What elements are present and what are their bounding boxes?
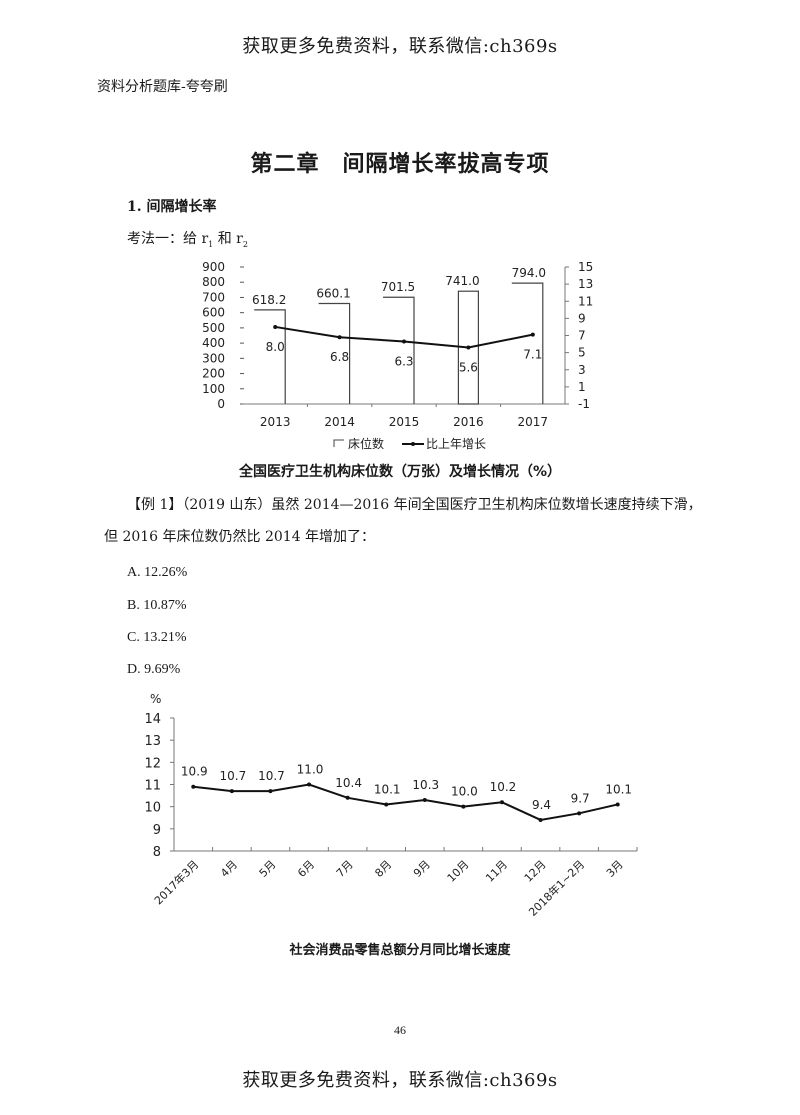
right-axis-tick: 3 [578,363,586,377]
right-axis-tick: 1 [578,380,586,394]
point-value-label: 10.9 [181,765,208,779]
left-axis-tick: 300 [202,351,225,365]
method-mid: 和 r [213,231,243,247]
x-axis-tick: 8月 [372,858,394,880]
point-value-label: 10.7 [220,769,247,783]
line-value-label: 6.3 [394,354,413,368]
left-axis-tick: 600 [202,306,225,320]
right-axis-tick: 7 [578,329,586,343]
y-axis-tick: 8 [153,845,161,860]
legend-line-label: 比上年增长 [426,437,486,451]
chart1-caption: 全国医疗卫生机构床位数（万张）及增长情况（%） [238,464,562,480]
bar-value-label: 741.0 [445,274,479,288]
left-axis-tick: 700 [202,290,225,304]
x-axis-tick: 12月 [522,858,549,885]
point-value-label: 10.1 [374,782,401,796]
left-axis-tick: 800 [202,275,225,289]
point-value-label: 9.7 [571,791,590,805]
right-axis-tick: 11 [578,294,593,308]
line-value-label: 6.8 [330,350,349,364]
line-value-label: 8.0 [266,340,285,354]
bar [254,309,286,404]
x-axis-tick: 6月 [295,858,317,880]
y-axis-tick: 9 [153,823,161,838]
left-axis-tick: 900 [202,260,225,274]
growth-line [193,783,618,822]
legend-bar-label: 床位数 [348,436,384,451]
point-value-label: 10.2 [490,780,517,794]
header-note: 资料分析题库-夸夸刷 [97,79,228,95]
right-axis-tick: 5 [578,346,586,360]
watermark-bottom: 获取更多免费资料，联系微信:ch369s [242,1070,558,1091]
x-axis-tick: 7月 [334,858,356,880]
point-value-label: 10.3 [412,778,439,792]
point-value-label: 9.4 [532,798,551,812]
x-axis-tick: 4月 [218,858,240,880]
bar-value-label: 618.2 [252,293,286,307]
x-axis-tick: 2015 [389,415,420,429]
x-axis-tick: 2013 [260,415,291,429]
legend-bar-icon [333,439,344,447]
bar [383,296,415,404]
point-value-label: 10.0 [451,785,478,799]
page-number: 46 [394,1023,406,1037]
question-line-1: 【例 1】（2019 山东）虽然 2014—2016 年间全国医疗卫生机构床位数… [127,497,702,513]
retail-sales-growth-chart: % 14 13 12 11 10 9 8 10.9 2017年3月 10.7 4月 10.7 5月 11.0… [144,692,638,919]
growth-line [275,325,533,349]
right-axis-tick: 15 [578,260,593,274]
x-axis-tick: 2014 [324,415,355,429]
bar [457,290,479,405]
bar-value-label: 701.5 [381,280,415,294]
point-value-label: 10.1 [605,782,632,796]
right-axis-tick: -1 [578,397,590,411]
x-axis-tick: 2017年3月 [151,857,201,907]
option-c[interactable]: C. 13.21% [127,630,187,645]
bar-value-label: 660.1 [316,287,350,301]
point-value-label: 10.7 [258,769,285,783]
chapter-title: 第二章 间隔增长率拔高专项 [250,151,550,177]
x-axis-tick: 9月 [411,858,433,880]
point-value-label: 11.0 [297,763,324,777]
x-axis-tick: 11月 [483,858,510,885]
section-title: 1. 间隔增长率 [127,199,217,215]
left-axis-tick: 0 [217,397,225,411]
method-sub2: 2 [242,239,248,249]
x-axis-tick: 3月 [604,858,626,880]
point-value-label: 10.4 [335,776,362,790]
left-axis-tick: 500 [202,321,225,335]
y-axis-tick: 14 [144,712,161,727]
y-axis-tick: 12 [144,756,161,771]
option-a[interactable]: A. 12.26% [127,565,188,580]
y-axis-tick: 11 [144,779,161,794]
left-axis-tick: 400 [202,336,225,350]
chart2-caption: 社会消费品零售总额分月同比增长速度 [289,943,511,958]
left-axis-tick: 100 [202,382,225,396]
option-d[interactable]: D. 9.69% [127,662,181,677]
x-axis-tick: 2016 [453,415,484,429]
method-prefix: 考法一：给 r [127,231,209,247]
watermark-top: 获取更多免费资料，联系微信:ch369s [242,36,558,57]
method-label: 考法一：给 r1 和 r2 [127,228,248,249]
right-axis-tick: 13 [578,277,593,291]
y-axis-tick: 10 [144,801,161,816]
x-axis-tick: 2017 [518,415,549,429]
left-axis-tick: 200 [202,367,225,381]
x-axis-tick: 10月 [445,858,472,885]
bar [318,302,351,404]
x-axis-tick: 5月 [257,858,279,880]
option-b[interactable]: B. 10.87% [127,598,187,613]
bar [511,282,544,404]
bar-value-label: 794.0 [512,266,546,280]
method-sub1: 1 [208,239,214,249]
y-axis-unit: % [150,692,161,706]
question-line-2: 但 2016 年床位数仍然比 2014 年增加了： [104,529,376,545]
right-axis-tick: 9 [578,311,586,325]
y-axis-tick: 13 [144,734,161,749]
line-value-label: 7.1 [523,348,542,362]
line-value-label: 5.6 [459,360,478,374]
